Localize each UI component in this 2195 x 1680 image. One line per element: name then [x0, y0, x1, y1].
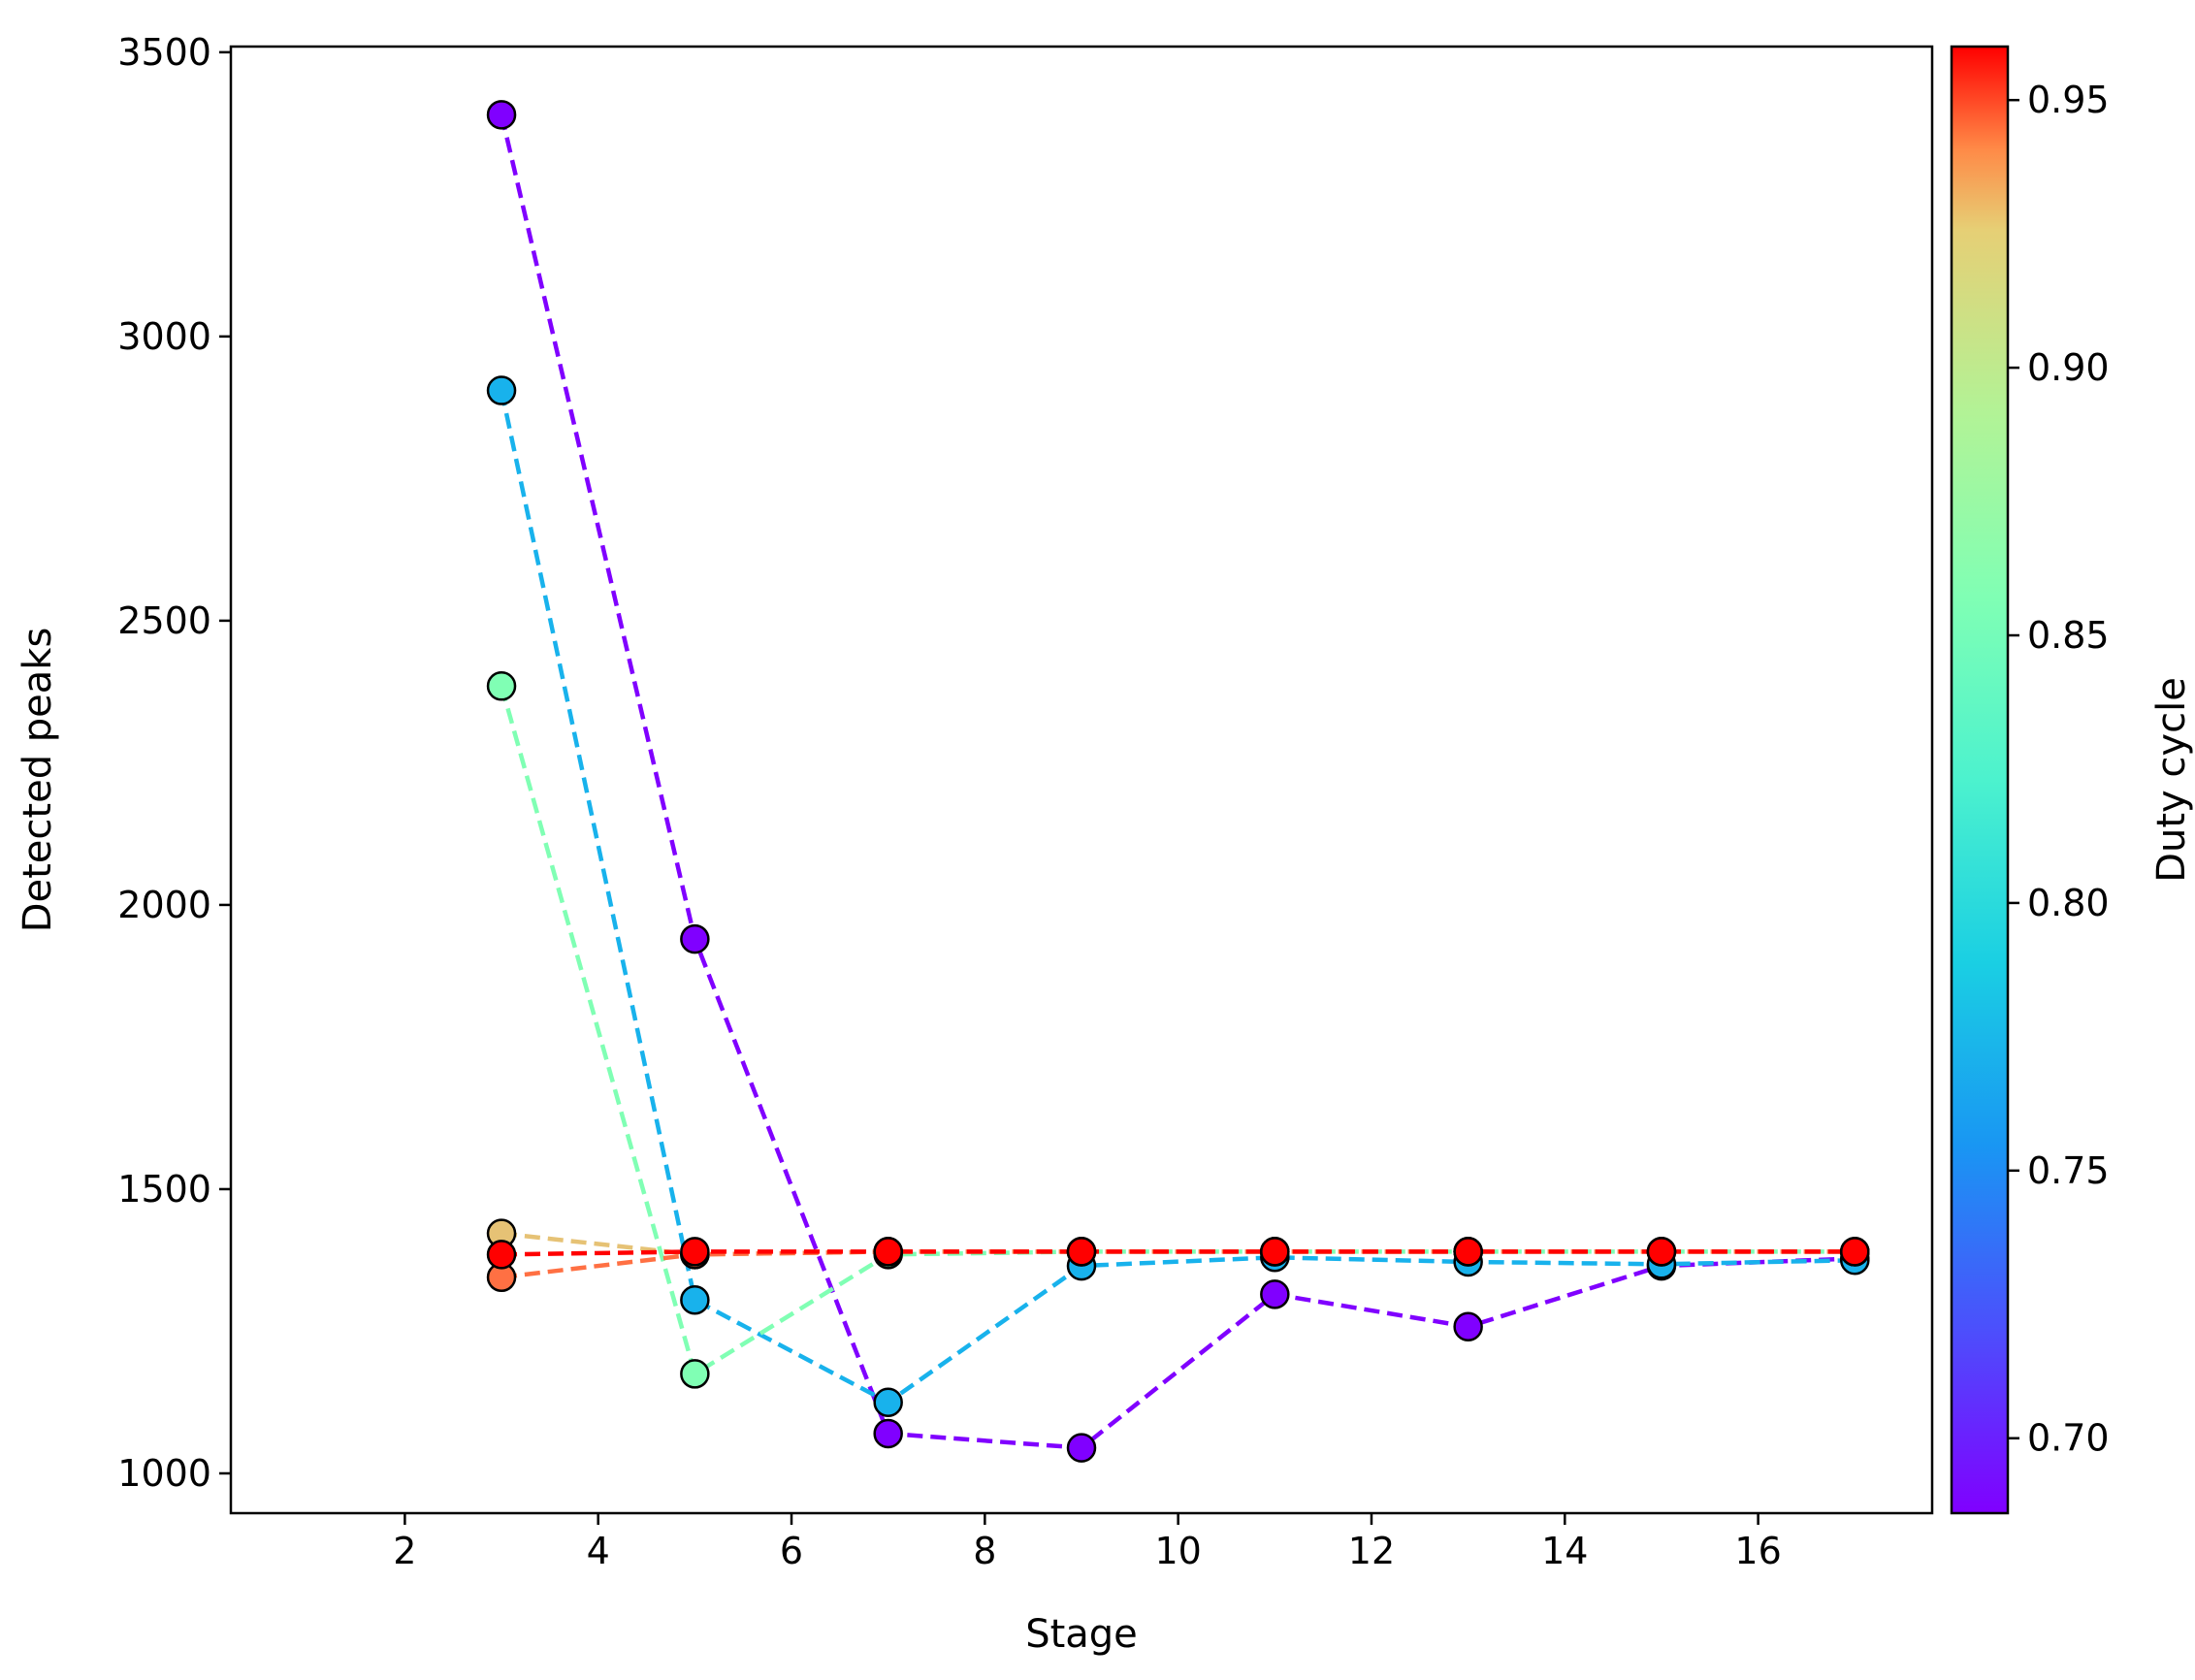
colorbar-tick-label: 0.85 [2027, 614, 2110, 657]
colorbar-tick-label: 0.80 [2027, 882, 2110, 924]
data-point [1260, 1279, 1290, 1309]
plot-frame [229, 45, 1934, 1515]
data-point [1453, 1237, 1483, 1267]
data-point [873, 1418, 903, 1449]
colorbar-tick-label: 0.95 [2027, 79, 2110, 121]
data-point [486, 100, 517, 130]
data-point [680, 1237, 710, 1267]
data-point [873, 1237, 903, 1267]
colorbar-label: Duty cycle [2149, 677, 2194, 883]
y-tick-label: 2000 [117, 884, 211, 926]
series-line-0 [499, 113, 1856, 1450]
series-line-5 [501, 1249, 1856, 1257]
y-axis-label: Detected peaks [16, 628, 60, 933]
data-point [486, 1240, 517, 1270]
x-tick-label: 10 [1154, 1530, 1201, 1572]
series-layer [486, 100, 1870, 1463]
x-tick-label: 4 [587, 1530, 610, 1572]
colorbar-ticks: 0.70 0.75 0.80 0.85 0.90 0.95 [2008, 79, 2110, 1460]
x-axis-ticks: 2 4 6 8 10 12 14 16 [393, 1513, 1782, 1572]
y-tick-label: 1500 [117, 1168, 211, 1211]
data-point [486, 671, 517, 701]
data-point [1066, 1237, 1097, 1267]
data-point [680, 1284, 710, 1315]
y-tick-label: 2500 [117, 599, 211, 642]
x-tick-label: 6 [780, 1530, 803, 1572]
colorbar-tick-label: 0.70 [2027, 1417, 2110, 1460]
data-point [486, 375, 517, 405]
x-axis-label: Stage [1025, 1612, 1138, 1657]
data-point [1646, 1237, 1677, 1267]
colorbar-tick-label: 0.75 [2027, 1149, 2110, 1192]
data-point [1066, 1433, 1097, 1463]
x-tick-label: 16 [1734, 1530, 1781, 1572]
x-tick-label: 12 [1348, 1530, 1395, 1572]
colorbar [1950, 45, 2010, 1515]
colorbar-tick-label: 0.90 [2027, 346, 2110, 389]
data-point [680, 923, 710, 954]
y-axis-ticks: 1000 1500 2000 2500 3000 3500 [117, 31, 231, 1495]
x-tick-label: 8 [973, 1530, 996, 1572]
x-tick-label: 14 [1541, 1530, 1588, 1572]
data-point [873, 1387, 903, 1417]
y-tick-label: 3500 [117, 31, 211, 74]
series-line-1 [499, 390, 1856, 1405]
data-point [1453, 1311, 1483, 1342]
y-tick-label: 3000 [117, 315, 211, 358]
data-point [1840, 1237, 1870, 1267]
y-tick-label: 1000 [117, 1452, 211, 1495]
data-point [1260, 1237, 1290, 1267]
x-tick-label: 2 [393, 1530, 416, 1572]
data-point [680, 1359, 710, 1389]
